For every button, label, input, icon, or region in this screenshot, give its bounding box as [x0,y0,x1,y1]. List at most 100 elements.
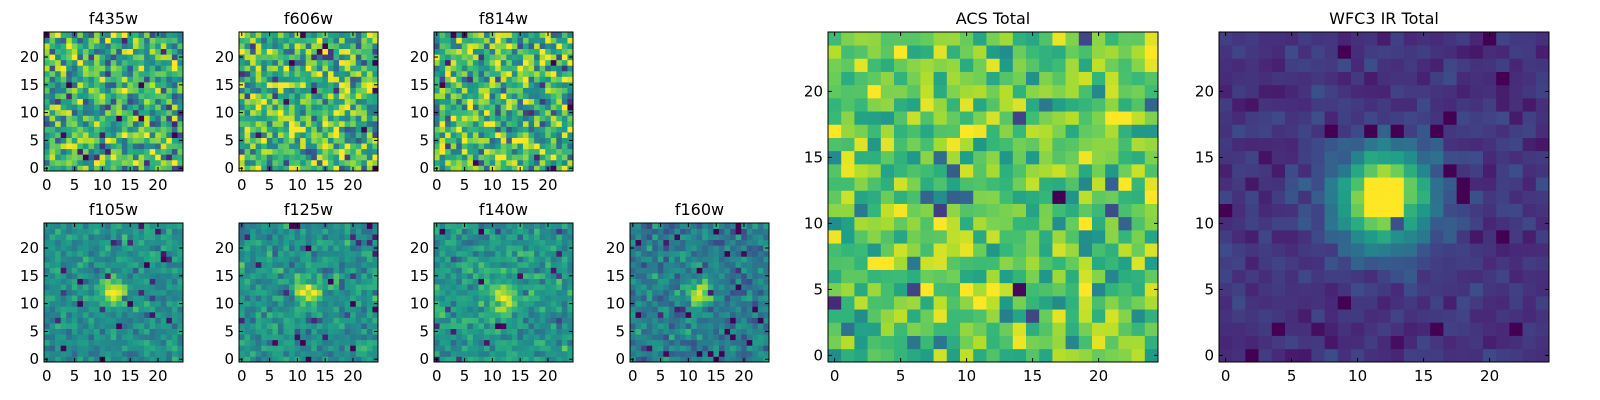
heatmap-cell [456,93,463,100]
heatmap-cell [880,243,895,257]
heatmap-cell [77,323,84,329]
heatmap-cell [746,345,753,352]
heatmap-cell [556,54,563,61]
heatmap-cell [478,267,485,274]
heatmap-cell [250,278,257,285]
heatmap-cell [144,165,150,172]
heatmap-cell [511,267,518,274]
heatmap-cell [646,306,653,313]
heatmap-cell [652,350,659,357]
heatmap-cell [166,120,173,127]
heatmap-cell [500,234,507,241]
heatmap-cell [539,148,546,155]
heatmap-cell [277,278,284,285]
heatmap-cell [1026,177,1040,191]
heatmap-cell [166,339,173,346]
heatmap-cell [82,137,89,144]
heatmap-cell [88,109,95,116]
heatmap-cell [272,59,279,66]
heatmap-cell [327,356,334,363]
heatmap-cell [77,70,84,77]
y-tick-label: 10 [410,295,429,313]
heatmap-cell [250,234,257,241]
heatmap-cell [322,115,329,122]
heatmap-cell [160,120,167,127]
heatmap-cell [110,148,117,155]
heatmap-cell [467,356,474,363]
heatmap-cell [316,223,323,229]
heatmap-cell [456,289,463,296]
heatmap-cell [528,120,535,127]
heatmap-cell [339,228,345,235]
heatmap-cell [272,295,279,302]
heatmap-cell [116,345,123,352]
heatmap-cell [702,300,709,307]
heatmap-cell [177,295,184,302]
x-tick-label: 5 [70,367,80,385]
heatmap-cell [500,245,507,252]
heatmap-cell [149,356,156,363]
heatmap-cell [478,48,485,55]
heatmap-cell [434,48,440,55]
heatmap-cell [289,48,295,55]
heatmap-cell [311,120,318,127]
heatmap-cell [561,32,568,38]
heatmap-cell [272,228,279,235]
heatmap-cell [116,82,123,88]
heatmap-cell [160,228,167,235]
heatmap-cell [261,126,268,133]
heatmap-cell [472,120,479,127]
heatmap-cell [272,306,279,313]
heatmap-cell [724,350,731,357]
heatmap-cell [763,256,770,263]
heatmap-cell [71,234,78,241]
heatmap-cell [300,43,307,50]
heatmap-cell [495,165,502,172]
heatmap-cell [691,273,698,279]
heatmap-cell [277,59,284,66]
heatmap-cell [713,284,720,291]
heatmap-cell [724,334,731,341]
heatmap-cell [511,245,518,252]
heatmap-cell [630,334,636,341]
heatmap-cell [160,143,167,150]
heatmap-cell [94,239,100,246]
heatmap-cell [82,239,89,246]
heatmap-cell [445,98,452,105]
heatmap-cell [344,48,351,55]
heatmap-cell [718,345,725,352]
heatmap-cell [255,120,262,127]
heatmap-cell [506,48,513,55]
heatmap-cell [763,339,770,346]
heatmap-cell [361,289,368,296]
heatmap-cell [277,350,284,357]
heatmap-cell [327,87,334,94]
heatmap-cell [255,109,262,116]
x-tick-label: 10 [288,176,307,194]
heatmap-cell [445,93,452,100]
heatmap-cell [94,228,100,235]
heatmap-cell [545,311,552,318]
heatmap-cell [55,223,62,229]
heatmap-cell [261,54,268,61]
heatmap-cell [752,317,759,324]
heatmap-cell [316,300,323,307]
heatmap-cell [177,234,184,241]
heatmap-cell [294,48,301,55]
heatmap-cell [567,339,574,346]
heatmap-cell [472,154,479,161]
heatmap-cell [327,256,334,263]
heatmap-cell [160,278,167,285]
heatmap-cell [77,234,84,241]
heatmap-cell [472,239,479,246]
heatmap-cell [289,37,295,44]
heatmap-cell [160,59,167,66]
heatmap-cell [82,98,89,105]
heatmap-cell [718,323,725,329]
heatmap-cell [294,239,301,246]
heatmap-cell [735,289,742,296]
heatmap-cell [472,289,479,296]
heatmap-cell [461,137,468,144]
heatmap-cell [828,203,842,218]
heatmap-cell [450,54,457,61]
